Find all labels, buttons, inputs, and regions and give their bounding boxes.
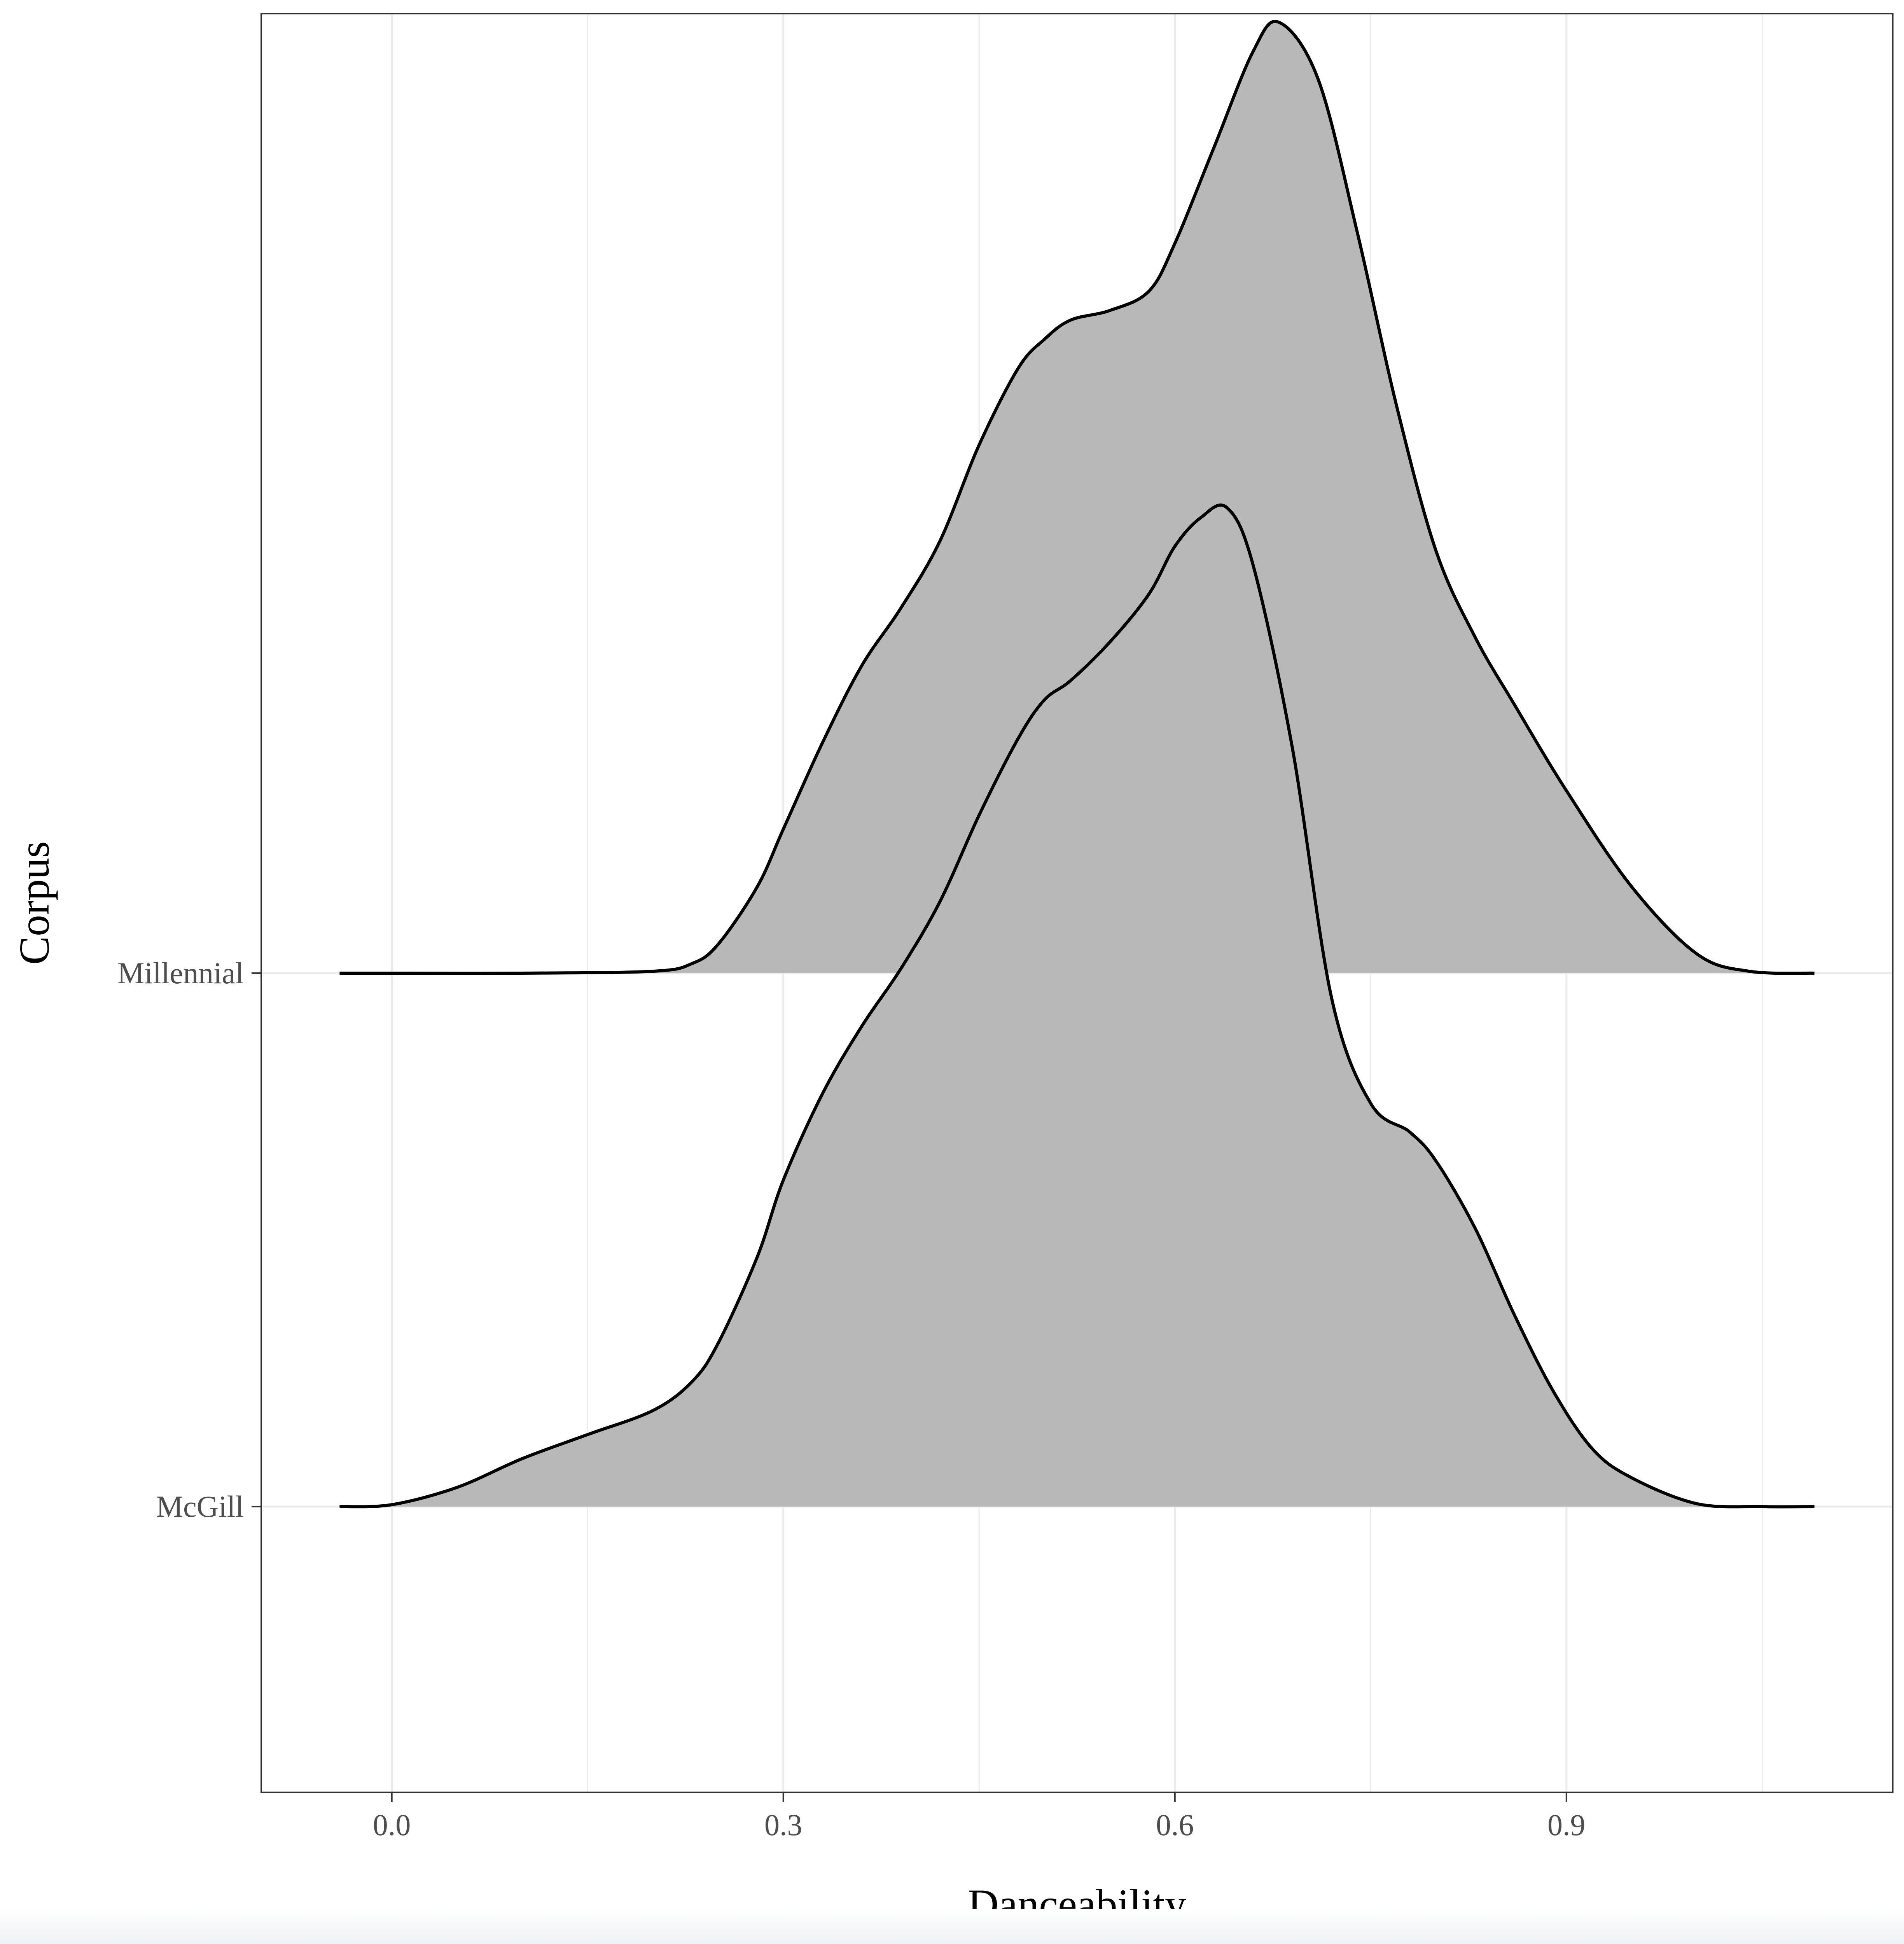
y-tick-label: Millennial xyxy=(117,956,244,990)
panel-border xyxy=(261,13,1894,1793)
x-tick-label: 0.6 xyxy=(1156,1808,1194,1842)
ridge-fill-millennial xyxy=(339,21,1815,974)
x-tick-label: 0.0 xyxy=(373,1808,411,1842)
series-layer xyxy=(339,20,1815,1509)
x-tick-label: 0.3 xyxy=(764,1808,803,1842)
ridge-line-millennial xyxy=(339,20,1815,975)
footer-band xyxy=(0,1909,1904,1944)
ridge-line-mcgill xyxy=(339,503,1815,1509)
y-axis-title: Corpus xyxy=(10,841,58,965)
ridge-fill-mcgill xyxy=(339,505,1815,1507)
y-tick-label: McGill xyxy=(156,1489,244,1523)
x-tick-label: 0.9 xyxy=(1547,1808,1586,1842)
tick-layer: 0.0 0.3 0.6 0.9 Millennial McGill xyxy=(117,956,1586,1842)
